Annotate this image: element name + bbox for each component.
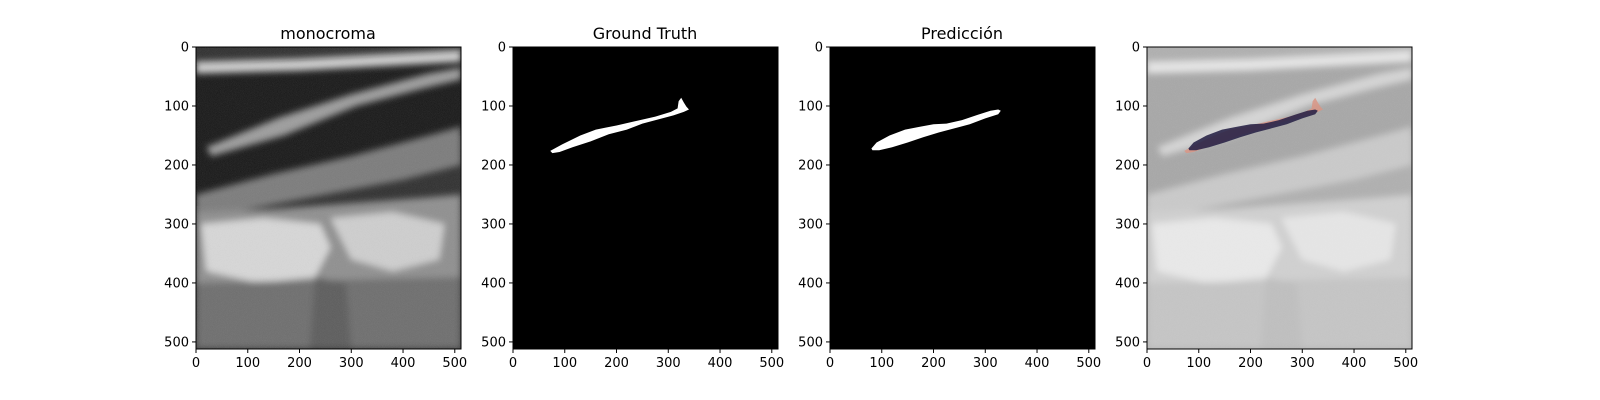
- y-tick-label: 200: [798, 158, 823, 173]
- overlay-ultrasound: [1147, 47, 1412, 349]
- y-tick-label: 100: [481, 99, 506, 114]
- x-tick-label: 200: [287, 356, 312, 371]
- panel-title-ground-truth: Ground Truth: [593, 24, 698, 43]
- y-tick-label: 400: [798, 276, 823, 291]
- x-tick-label: 400: [708, 356, 733, 371]
- y-tick-label: 400: [1115, 276, 1140, 291]
- panel-title-monocroma: monocroma: [280, 24, 376, 43]
- y-tick-label: 0: [498, 41, 506, 56]
- x-tick-label: 300: [973, 356, 998, 371]
- x-tick-label: 400: [391, 356, 416, 371]
- x-tick-label: 0: [826, 356, 834, 371]
- y-tick-label: 500: [798, 335, 823, 350]
- y-tick-label: 400: [481, 276, 506, 291]
- y-tick-label: 200: [481, 158, 506, 173]
- x-tick-label: 0: [509, 356, 517, 371]
- y-tick-label: 100: [164, 99, 189, 114]
- x-tick-label: 0: [1143, 356, 1151, 371]
- y-tick-label: 500: [164, 335, 189, 350]
- panel-image-2: [513, 47, 778, 349]
- y-tick-label: 400: [164, 276, 189, 291]
- y-tick-label: 0: [1132, 41, 1140, 56]
- mask-background: [513, 47, 778, 349]
- y-tick-label: 300: [164, 217, 189, 232]
- panel-title-prediccion: Predicción: [921, 24, 1003, 43]
- x-tick-label: 300: [656, 356, 681, 371]
- x-tick-label: 100: [1186, 356, 1211, 371]
- x-tick-label: 300: [339, 356, 364, 371]
- x-tick-label: 500: [1393, 356, 1418, 371]
- x-tick-label: 400: [1025, 356, 1050, 371]
- y-tick-label: 0: [815, 41, 823, 56]
- x-tick-label: 200: [921, 356, 946, 371]
- y-tick-label: 300: [1115, 217, 1140, 232]
- mask-region: [871, 109, 1001, 151]
- x-tick-label: 500: [759, 356, 784, 371]
- y-tick-label: 500: [1115, 335, 1140, 350]
- y-tick-label: 100: [798, 99, 823, 114]
- overlay-prediction: [1188, 109, 1318, 151]
- mask-background: [830, 47, 1095, 349]
- axes-frame: [512, 46, 779, 350]
- y-tick-label: 300: [798, 217, 823, 232]
- y-tick-label: 300: [481, 217, 506, 232]
- axes-frame: [195, 46, 462, 350]
- y-tick-label: 200: [164, 158, 189, 173]
- panel-image-1: [196, 47, 461, 349]
- mask-region: [550, 97, 689, 154]
- x-tick-label: 300: [1290, 356, 1315, 371]
- y-tick-label: 100: [1115, 99, 1140, 114]
- axes-frame: [1146, 46, 1413, 350]
- x-tick-label: 500: [1076, 356, 1101, 371]
- x-tick-label: 200: [604, 356, 629, 371]
- x-tick-label: 0: [192, 356, 200, 371]
- y-tick-label: 500: [481, 335, 506, 350]
- y-tick-label: 0: [181, 41, 189, 56]
- x-tick-label: 200: [1238, 356, 1263, 371]
- x-tick-label: 100: [869, 356, 894, 371]
- y-tick-label: 200: [1115, 158, 1140, 173]
- x-tick-label: 100: [235, 356, 260, 371]
- x-tick-label: 500: [442, 356, 467, 371]
- panel-image-4: [1147, 47, 1412, 349]
- x-tick-label: 400: [1342, 356, 1367, 371]
- axes-frame: [829, 46, 1096, 350]
- ultrasound-image: [196, 47, 461, 349]
- panel-image-3: [830, 47, 1095, 349]
- x-tick-label: 100: [552, 356, 577, 371]
